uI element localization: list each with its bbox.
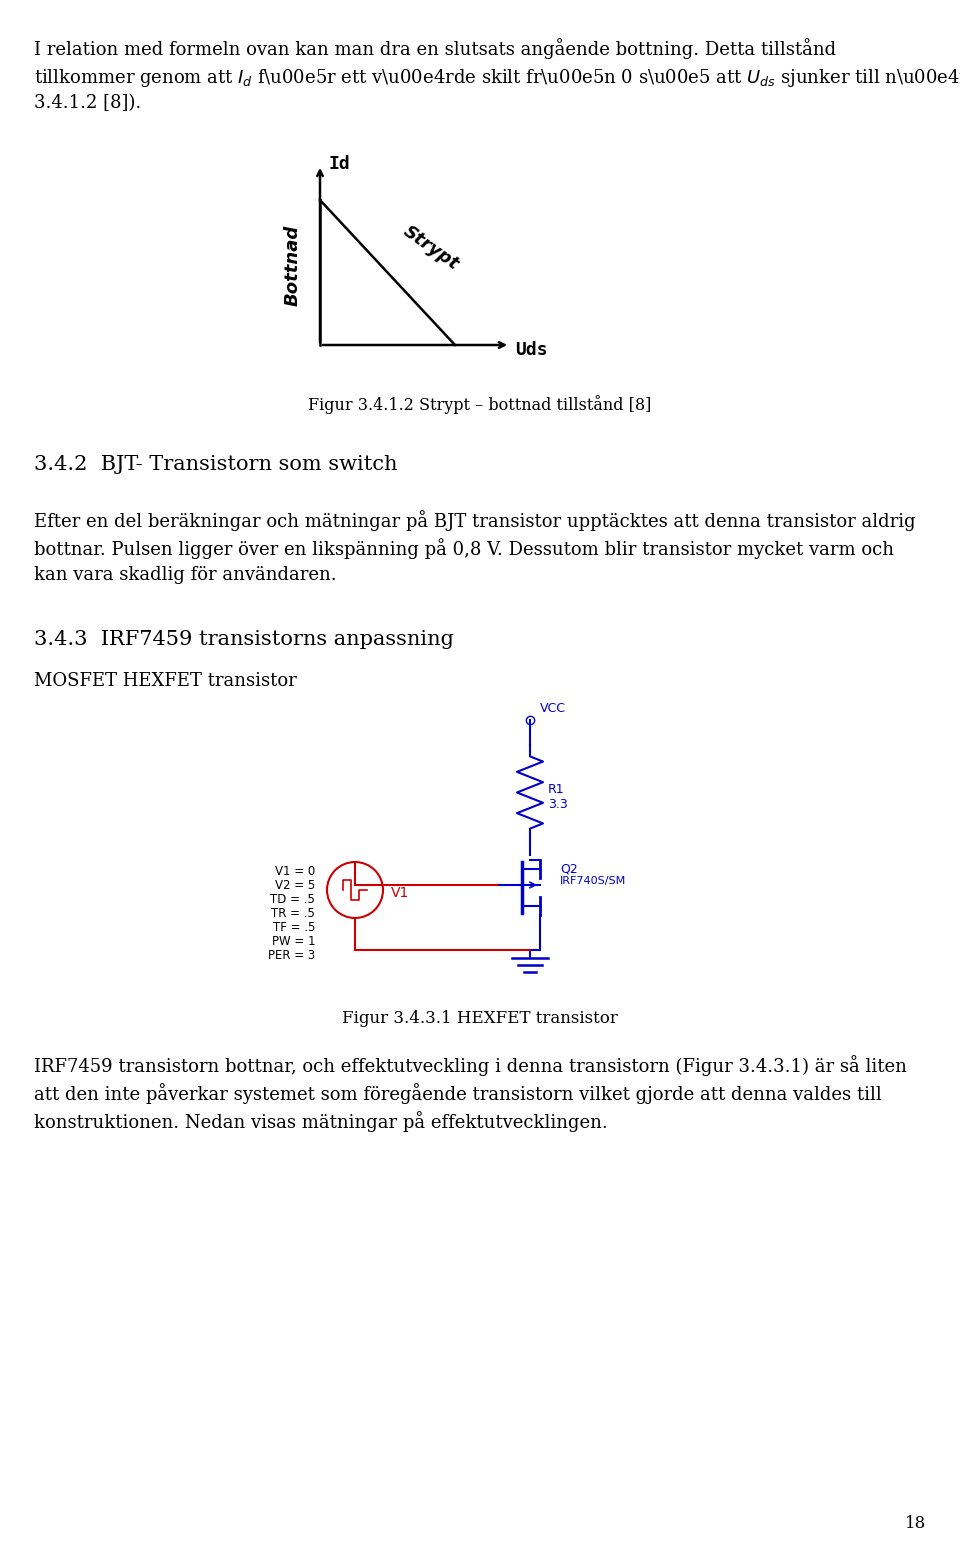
Text: V1 = 0: V1 = 0 xyxy=(275,866,315,878)
Text: Q2: Q2 xyxy=(560,863,578,875)
Text: konstruktionen. Nedan visas mätningar på effektutvecklingen.: konstruktionen. Nedan visas mätningar på… xyxy=(34,1111,608,1133)
Text: Figur 3.4.3.1 HEXFET transistor: Figur 3.4.3.1 HEXFET transistor xyxy=(342,1011,618,1028)
Text: V2 = 5: V2 = 5 xyxy=(275,880,315,892)
Text: 18: 18 xyxy=(904,1515,926,1532)
Text: Figur 3.4.1.2 Strypt – bottnad tillstånd [8]: Figur 3.4.1.2 Strypt – bottnad tillstånd… xyxy=(308,395,652,414)
Text: MOSFET HEXFET transistor: MOSFET HEXFET transistor xyxy=(34,673,297,690)
Text: tillkommer genom att $I_d$ f\u00e5r ett v\u00e4rde skilt fr\u00e5n 0 s\u00e5 att: tillkommer genom att $I_d$ f\u00e5r ett … xyxy=(34,66,960,89)
Text: R1: R1 xyxy=(548,782,564,796)
Text: Strypt: Strypt xyxy=(400,222,463,273)
Text: TD = .5: TD = .5 xyxy=(270,893,315,906)
Text: IRF7459 transistorn bottnar, och effektutveckling i denna transistorn (Figur 3.4: IRF7459 transistorn bottnar, och effektu… xyxy=(34,1055,907,1075)
Text: V1: V1 xyxy=(391,886,409,900)
Text: PER = 3: PER = 3 xyxy=(268,949,315,961)
Text: Efter en del beräkningar och mätningar på BJT transistor upptäcktes att denna tr: Efter en del beräkningar och mätningar p… xyxy=(34,511,916,531)
Text: TF = .5: TF = .5 xyxy=(273,921,315,934)
Text: att den inte påverkar systemet som föregående transistorn vilket gjorde att denn: att den inte påverkar systemet som föreg… xyxy=(34,1083,881,1103)
Text: bottnar. Pulsen ligger över en likspänning på 0,8 V. Dessutom blir transistor my: bottnar. Pulsen ligger över en likspänni… xyxy=(34,539,894,559)
Text: 3.4.2  BJT- Transistorn som switch: 3.4.2 BJT- Transistorn som switch xyxy=(34,455,397,474)
Text: kan vara skadlig för användaren.: kan vara skadlig för användaren. xyxy=(34,566,337,583)
Text: I relation med formeln ovan kan man dra en slutsats angående bottning. Detta til: I relation med formeln ovan kan man dra … xyxy=(34,39,836,59)
Text: 3.4.3  IRF7459 transistorns anpassning: 3.4.3 IRF7459 transistorns anpassning xyxy=(34,630,454,650)
Text: 3.4.1.2 [8]).: 3.4.1.2 [8]). xyxy=(34,94,141,113)
Text: IRF740S/SM: IRF740S/SM xyxy=(560,876,626,886)
Text: Uds: Uds xyxy=(515,341,547,360)
Text: 3.3: 3.3 xyxy=(548,798,567,812)
Text: TR = .5: TR = .5 xyxy=(271,907,315,920)
Text: PW = 1: PW = 1 xyxy=(272,935,315,947)
Text: Id: Id xyxy=(328,154,349,173)
Text: VCC: VCC xyxy=(540,702,566,714)
Text: Bottnad: Bottnad xyxy=(284,224,302,306)
